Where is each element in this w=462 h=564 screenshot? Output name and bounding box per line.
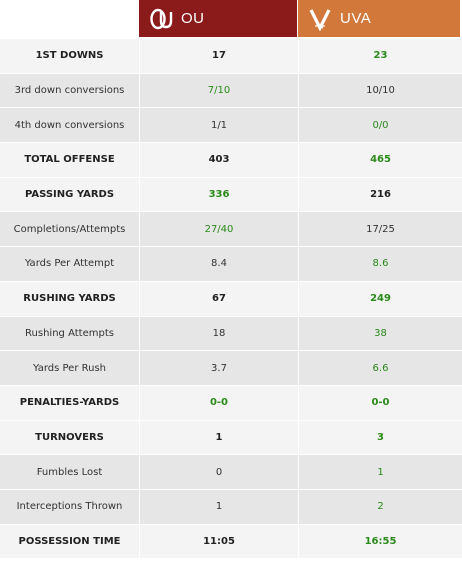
- stat-value-ou: 3.7: [139, 351, 298, 385]
- stat-value-ou: 336: [139, 177, 298, 212]
- stat-label: 4th down conversions: [0, 108, 139, 143]
- stat-value-ou: 0: [139, 455, 298, 489]
- stat-label: Completions/Attempts: [0, 212, 139, 247]
- stat-label: Fumbles Lost: [0, 455, 139, 489]
- stat-label: Yards Per Rush: [0, 351, 139, 385]
- stat-label: TURNOVERS: [0, 420, 139, 455]
- uva-logo-icon: [308, 7, 332, 32]
- stat-value-ou: 27/40: [139, 212, 298, 247]
- stat-value-text-ou: 1/1: [210, 119, 228, 131]
- stat-value-text-ou: 3.7: [211, 362, 227, 374]
- stat-value-text-ou: 1: [215, 501, 223, 513]
- team-header-row: OU UVA: [0, 0, 462, 37]
- stat-value-uva: 17/25: [298, 212, 462, 247]
- stat-value-text-ou: 7/10: [207, 85, 231, 97]
- stat-row: PENALTIES-YARDS 0-0 0-0: [0, 385, 462, 421]
- stat-label: Yards Per Attempt: [0, 247, 139, 281]
- stat-value-uva: 3: [298, 420, 462, 455]
- stat-label: TOTAL OFFENSE: [0, 143, 139, 177]
- stat-row: 1ST DOWNS 17 23: [0, 39, 462, 74]
- stat-value-ou: 67: [139, 281, 298, 316]
- stat-value-text-uva: 0/0: [372, 119, 389, 131]
- stat-value-text-ou: 11:05: [203, 535, 235, 547]
- stat-value-uva: 0-0: [298, 385, 462, 420]
- stat-value-ou: 1: [139, 420, 298, 455]
- stat-label: POSSESSION TIME: [0, 524, 139, 559]
- stat-value-text-uva: 16:55: [364, 535, 397, 547]
- stat-value-ou: 7/10: [139, 73, 298, 108]
- stat-value-text-uva: 216: [370, 189, 391, 201]
- stat-value-text-uva: 23: [373, 50, 388, 62]
- stat-value-text-ou: 0-0: [209, 397, 229, 409]
- stat-row: 3rd down conversions 7/10 10/10: [0, 73, 462, 109]
- stat-value-text-ou: 67: [212, 293, 226, 305]
- stat-label: RUSHING YARDS: [0, 281, 139, 316]
- stat-value-ou: 403: [139, 143, 298, 177]
- stat-value-uva: 249: [298, 281, 462, 316]
- stat-value-uva: 16:55: [298, 524, 462, 559]
- stat-value-uva: 2: [298, 489, 462, 524]
- stat-value-text-uva: 10/10: [366, 85, 395, 97]
- stat-value-text-ou: 403: [208, 154, 230, 166]
- stat-row: TOTAL OFFENSE 403 465: [0, 143, 462, 178]
- stat-value-uva: 23: [298, 39, 462, 73]
- stat-value-uva: 1: [298, 455, 462, 489]
- stat-label: Interceptions Thrown: [0, 489, 139, 524]
- stat-value-uva: 465: [298, 143, 462, 177]
- stat-value-uva: 216: [298, 177, 462, 212]
- team-name-ou: OU: [181, 10, 205, 27]
- stat-row: RUSHING YARDS 67 249: [0, 281, 462, 317]
- stat-row: PASSING YARDS 336 216: [0, 177, 462, 213]
- stat-value-text-uva: 38: [374, 327, 387, 339]
- stat-row: Completions/Attempts 27/40 17/25: [0, 212, 462, 248]
- team-header-ou: OU: [139, 0, 297, 37]
- stat-value-uva: 38: [298, 316, 462, 351]
- stat-value-uva: 6.6: [298, 351, 462, 385]
- ou-logo-icon: [149, 7, 173, 31]
- stat-value-uva: 8.6: [298, 247, 462, 281]
- stat-label: 1ST DOWNS: [0, 39, 139, 73]
- stat-value-uva: 0/0: [298, 108, 462, 143]
- stat-value-text-ou: 336: [208, 189, 230, 201]
- stat-row: Interceptions Thrown 1 2: [0, 489, 462, 525]
- stat-value-text-uva: 2: [377, 501, 384, 513]
- stat-value-text-uva: 17/25: [366, 223, 395, 235]
- stat-value-text-uva: 3: [377, 431, 384, 443]
- stat-value-ou: 0-0: [139, 385, 298, 420]
- stat-value-text-ou: 8.4: [211, 258, 227, 270]
- team-name-uva: UVA: [340, 10, 372, 27]
- stat-row: POSSESSION TIME 11:05 16:55: [0, 524, 462, 560]
- team-header-uva: UVA: [298, 0, 460, 37]
- stat-value-text-uva: 249: [370, 293, 391, 305]
- stat-row: TURNOVERS 1 3: [0, 420, 462, 456]
- stat-row: Yards Per Attempt 8.4 8.6: [0, 247, 462, 282]
- stat-label: PASSING YARDS: [0, 177, 139, 212]
- stat-value-ou: 18: [139, 316, 298, 351]
- stat-label: Rushing Attempts: [0, 316, 139, 351]
- stat-row: 4th down conversions 1/1 0/0: [0, 108, 462, 144]
- stat-value-text-uva: 1: [377, 466, 384, 478]
- stat-row: Fumbles Lost 0 1: [0, 455, 462, 490]
- stat-label: 3rd down conversions: [0, 73, 139, 108]
- stat-value-text-uva: 465: [370, 154, 391, 166]
- stat-value-text-ou: 18: [212, 327, 226, 339]
- stat-row: Yards Per Rush 3.7 6.6: [0, 351, 462, 386]
- stat-value-ou: 11:05: [139, 524, 298, 559]
- stats-table: 1ST DOWNS 17 23 3rd down conversions 7/10 10/…: [0, 39, 462, 560]
- stat-value-text-uva: 8.6: [372, 258, 389, 270]
- stat-label: PENALTIES-YARDS: [0, 385, 139, 420]
- stat-value-text-ou: 1: [215, 431, 223, 443]
- stat-value-text-ou: 0: [215, 466, 223, 478]
- stat-value-text-ou: 17: [212, 50, 226, 62]
- stat-value-ou: 8.4: [139, 247, 298, 281]
- stat-value-text-ou: 27/40: [204, 223, 234, 235]
- stat-value-uva: 10/10: [298, 73, 462, 108]
- stat-value-ou: 1/1: [139, 108, 298, 143]
- stat-value-ou: 1: [139, 489, 298, 524]
- stat-value-ou: 17: [139, 39, 298, 73]
- stat-value-text-uva: 6.6: [372, 362, 389, 374]
- stat-value-text-uva: 0-0: [371, 397, 390, 409]
- stat-row: Rushing Attempts 18 38: [0, 316, 462, 352]
